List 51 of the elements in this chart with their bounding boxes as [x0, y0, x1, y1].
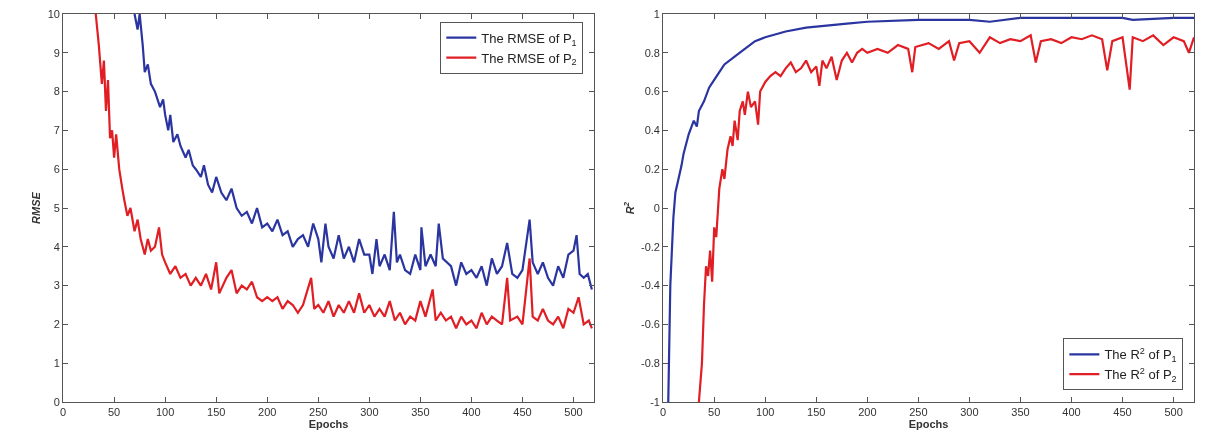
- line-series: [94, 14, 593, 330]
- y-tick-label: 8: [53, 85, 60, 98]
- y-tick-label: 10: [47, 7, 60, 20]
- y-tick-label: 6: [53, 163, 60, 176]
- x-tick-label: 50: [108, 406, 121, 419]
- y-tick-label: 0.6: [644, 85, 660, 98]
- x-tick-label: 150: [807, 406, 826, 419]
- x-tick-label: 150: [207, 406, 226, 419]
- x-tick-label: 250: [909, 406, 928, 419]
- y-tick-label: 1: [53, 357, 60, 370]
- y-tick-label: 9: [53, 46, 60, 59]
- y-axis-title: RMSE: [30, 191, 43, 224]
- x-tick-label: 300: [960, 406, 979, 419]
- line-series: [133, 14, 593, 291]
- legend-label: The RMSE of P$_{1}$: [481, 30, 577, 48]
- x-tick-label: 400: [462, 406, 481, 419]
- y-tick-label: 0.8: [644, 46, 660, 59]
- x-tick-label: 50: [708, 406, 721, 419]
- x-tick-label: 250: [309, 406, 328, 419]
- x-tick-label: 350: [1011, 406, 1030, 419]
- y-tick-label: 7: [53, 124, 60, 137]
- y-tick-label: -0.6: [640, 318, 660, 331]
- y-tick-label: 2: [53, 318, 60, 331]
- x-tick-label: 500: [564, 406, 583, 419]
- y-tick-label: -0.4: [640, 279, 660, 292]
- x-tick-label: 100: [756, 406, 775, 419]
- x-tick-label: 200: [258, 406, 277, 419]
- y-tick-label: 3: [53, 279, 60, 292]
- x-axis-title: Epochs: [308, 418, 349, 431]
- y-tick-label: 0.2: [644, 163, 660, 176]
- y-tick-label: 0: [653, 201, 660, 214]
- y-tick-label: 4: [53, 240, 60, 253]
- y-tick-label: 0: [53, 395, 60, 408]
- y-tick-label: -0.8: [640, 357, 660, 370]
- x-tick-label: 350: [411, 406, 430, 419]
- legend-label: The R$^{2}$ of P$_{1}$: [1104, 345, 1177, 365]
- y-tick-label: 5: [53, 201, 60, 214]
- legend-label: The RMSE of P$_{2}$: [481, 50, 577, 68]
- x-tick-label: 400: [1062, 406, 1081, 419]
- x-tick-label: 300: [360, 406, 379, 419]
- x-tick-label: 100: [155, 406, 175, 419]
- x-tick-label: 200: [858, 406, 877, 419]
- y-tick-label: 0.4: [644, 124, 660, 137]
- y-tick-label: 1: [653, 7, 660, 20]
- y-tick-label: -0.2: [640, 240, 660, 253]
- legend-label: The R$^{2}$ of P$_{2}$: [1104, 365, 1177, 385]
- x-tick-label: 450: [1113, 406, 1132, 419]
- x-axis-title: Epochs: [908, 418, 949, 431]
- x-tick-label: 500: [1164, 406, 1183, 419]
- y-tick-label: -1: [650, 395, 660, 408]
- x-tick-label: 450: [513, 406, 532, 419]
